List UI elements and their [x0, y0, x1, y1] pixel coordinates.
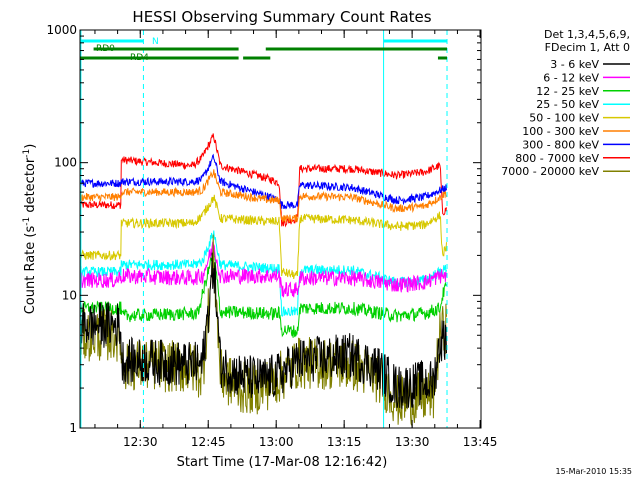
axis-layer: 1 10 100 1000 12:30 12:45 13:00 13:15 13:30 13:45 — [46, 23, 497, 449]
legend-label-8: 7000 - 20000 keV — [501, 165, 599, 178]
footer-timestamp: 15-Mar-2010 15:35 — [556, 467, 633, 476]
y-tick-label-1: 10 — [62, 288, 77, 302]
flag-label-rd0: RD0 — [96, 44, 115, 54]
legend-label-3: 25 - 50 keV — [536, 98, 599, 111]
legend-header-line-2: FDecim 1, Att 0 — [545, 41, 630, 54]
flag-label-n: N — [152, 37, 159, 47]
series-line-3 — [80, 230, 447, 317]
legend-label-2: 12 - 25 keV — [536, 85, 599, 98]
plot-frame — [79, 29, 482, 429]
overlay-layer: N RD0 RD4 — [80, 30, 448, 428]
series-line-1 — [80, 241, 447, 298]
legend-label-7: 800 - 7000 keV — [515, 152, 599, 165]
series-line-5 — [80, 169, 447, 223]
chart-title: HESSI Observing Summary Count Rates — [132, 8, 431, 26]
legend-label-6: 300 - 800 keV — [522, 138, 599, 151]
legend-label-0: 3 - 6 keV — [550, 58, 599, 71]
x-tick-label-4: 13:30 — [395, 435, 430, 449]
legend-header-line-1: Det 1,3,4,5,6,9, — [544, 28, 630, 41]
x-tick-label-0: 12:30 — [123, 435, 158, 449]
y-tick-label-3: 1000 — [46, 23, 77, 37]
series-line-4 — [80, 194, 447, 280]
y-tick-label-2: 100 — [54, 156, 77, 170]
series-line-2 — [80, 246, 447, 338]
x-tick-label-2: 13:00 — [259, 435, 294, 449]
x-axis-label: Start Time (17-Mar-08 12:16:42) — [177, 455, 388, 470]
series-line-7 — [80, 133, 447, 228]
series-line-0 — [80, 252, 447, 409]
x-tick-label-3: 13:15 — [327, 435, 362, 449]
x-tick-label-5: 13:45 — [463, 435, 498, 449]
legend-label-4: 50 - 100 keV — [529, 112, 599, 125]
legend-label-5: 100 - 300 keV — [522, 125, 599, 138]
legend-label-1: 6 - 12 keV — [543, 71, 599, 84]
flag-label-rd4: RD4 — [130, 53, 149, 63]
y-axis-label: Count Rate (s-1 detector-1) — [22, 144, 38, 315]
series-layer — [80, 133, 447, 426]
x-tick-label-1: 12:45 — [191, 435, 226, 449]
y-tick-label-0: 1 — [69, 421, 77, 435]
